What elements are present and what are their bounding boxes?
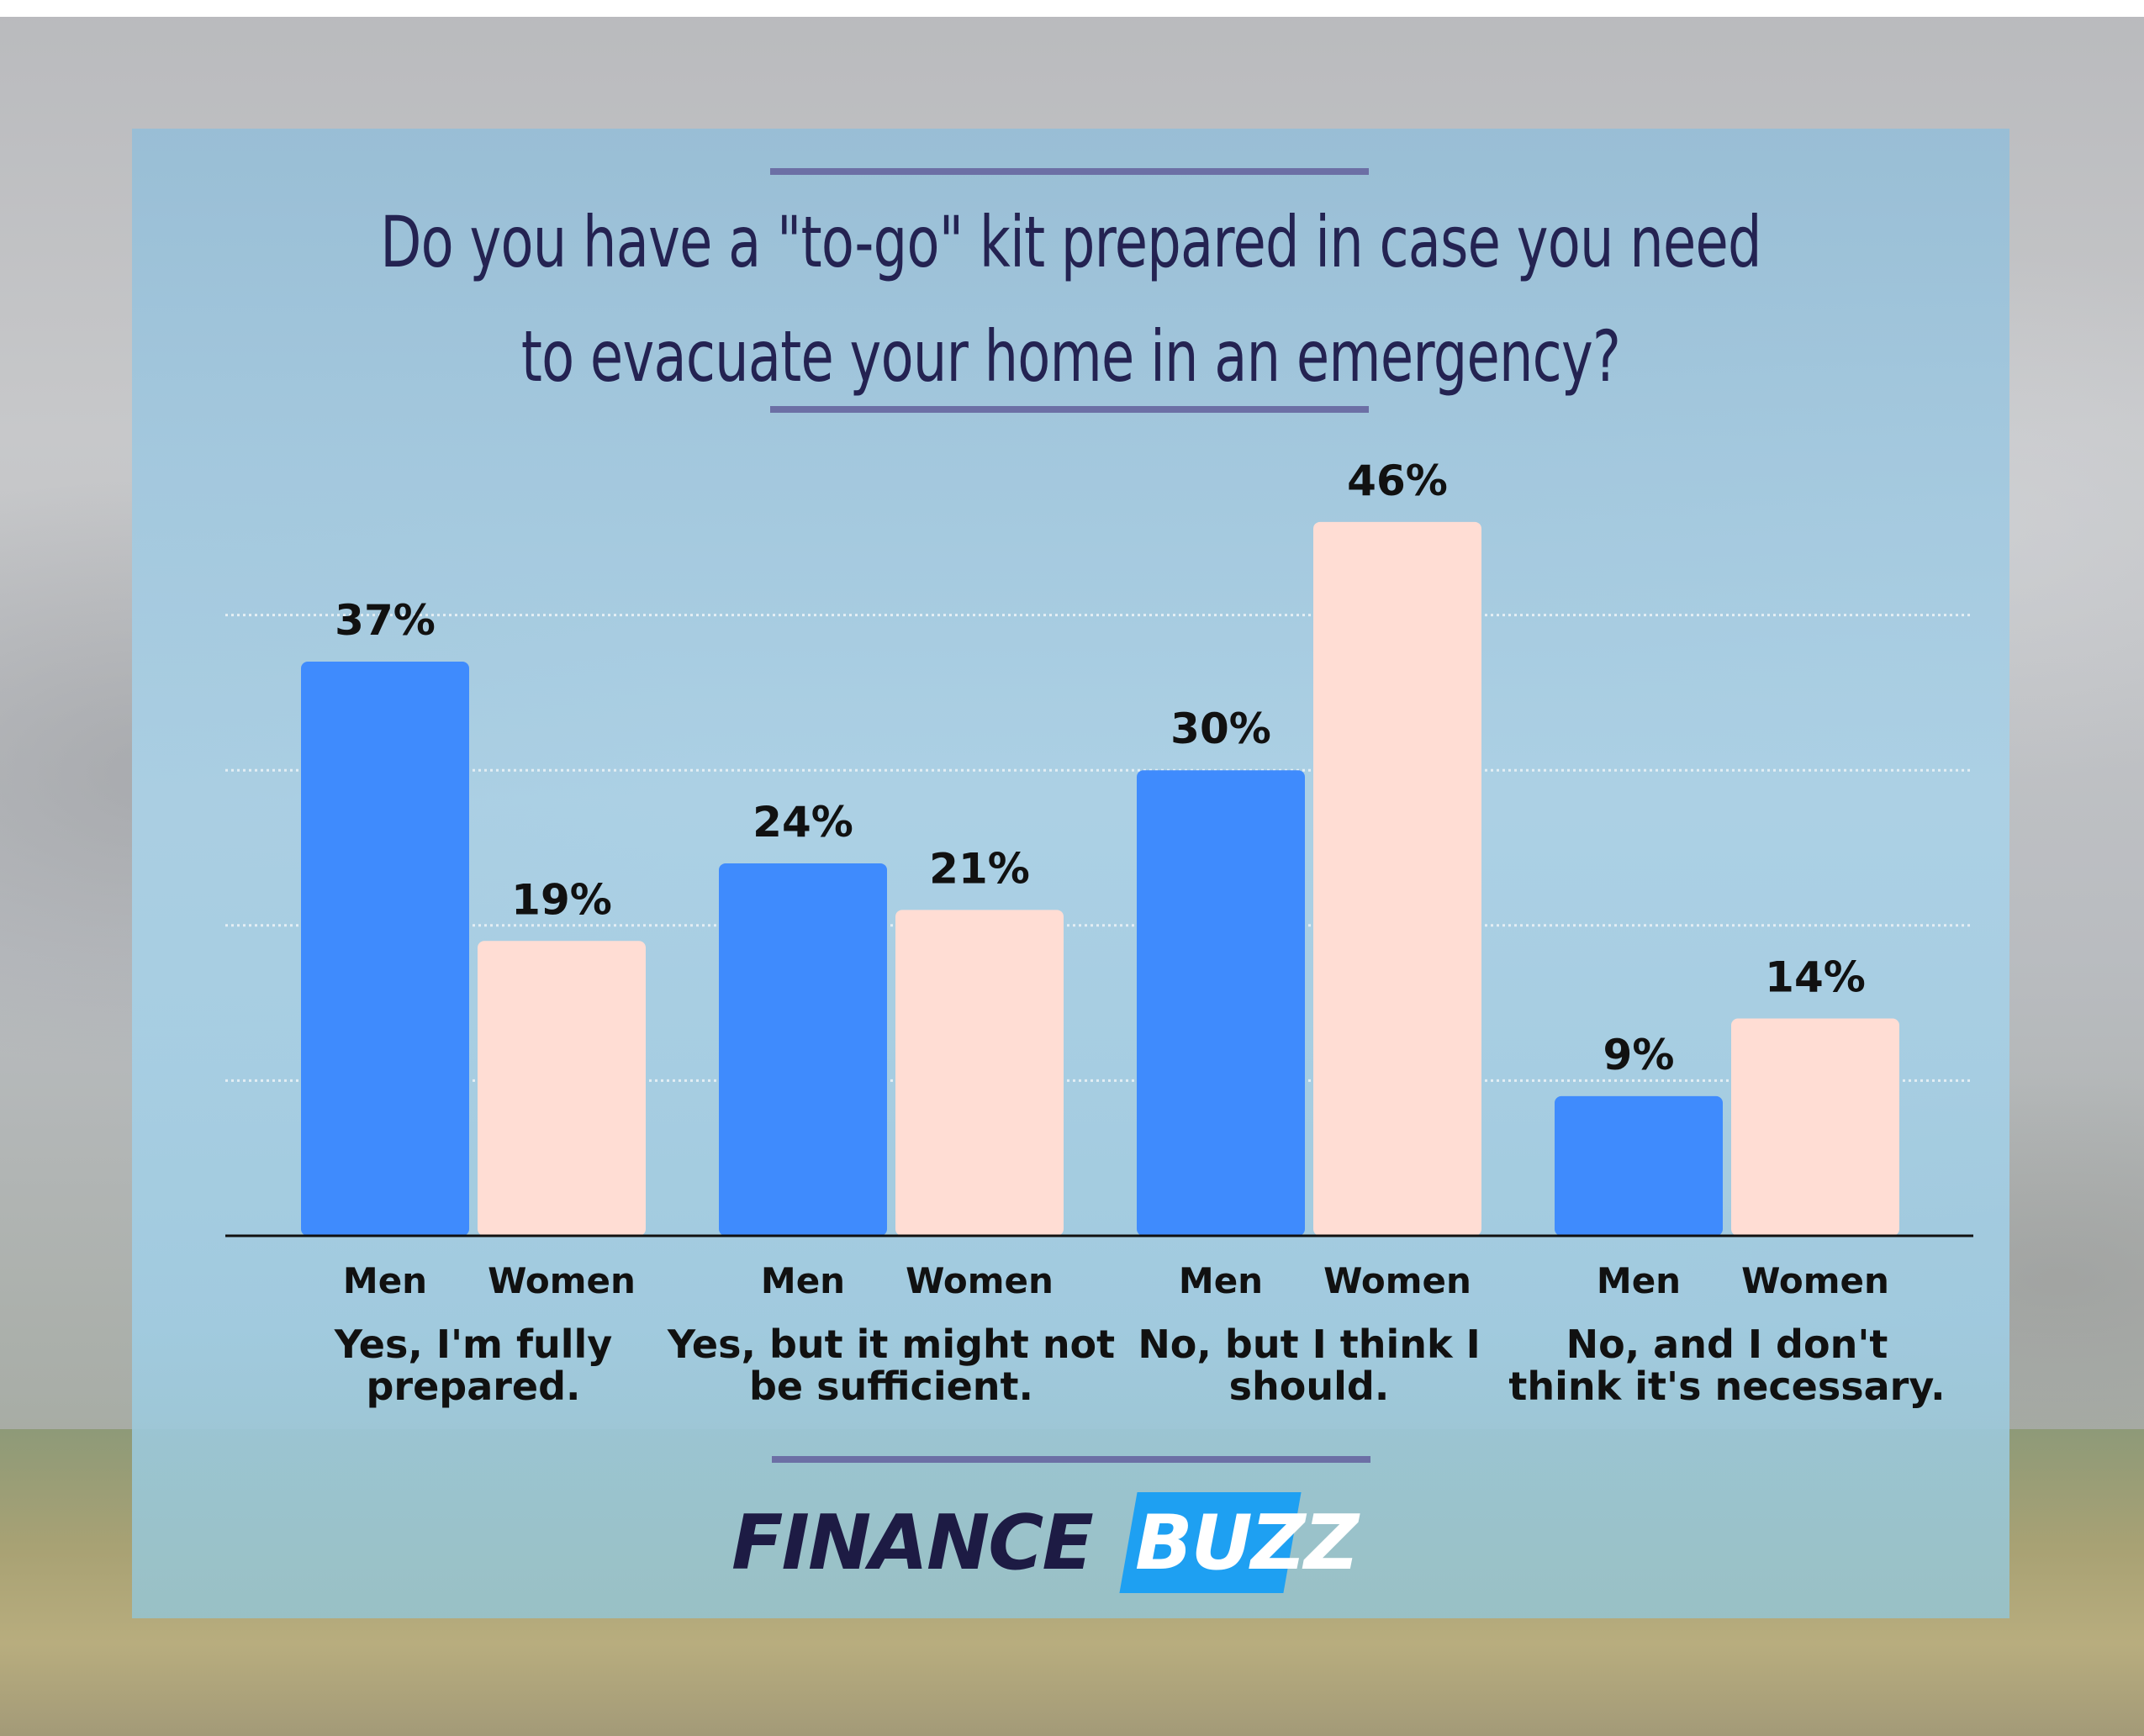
category-label: prepared. [366,1364,580,1409]
data-label: 46% [1347,456,1448,505]
bar-women [1313,521,1481,1236]
logo-buzz-text: BUZZ [1135,1499,1359,1587]
series-label-women: Women [906,1260,1054,1301]
logo-finance-text: FINANCE [731,1499,1094,1587]
bar-women [478,941,646,1236]
chart-title: Do you have a "to-go" kit prepared in ca… [380,201,1761,398]
data-label: 37% [335,596,436,645]
category-label: Yes, I'm fully [334,1322,613,1367]
category-label: Yes, but it might not [667,1322,1115,1367]
category-label: should. [1229,1364,1390,1409]
category-label: No, but I think I [1138,1322,1480,1367]
series-label-men: Men [761,1260,845,1301]
category-label: think it's necessary. [1508,1364,1945,1409]
bar-men [719,863,887,1236]
title-top-rule [770,168,1369,175]
data-label: 19% [511,875,612,924]
data-label: 9% [1603,1031,1675,1079]
series-label-women: Women [488,1260,636,1301]
series-label-women: Women [1741,1260,1889,1301]
top-white-strip [0,0,2144,17]
bar-men [301,661,469,1236]
bar-women [1731,1018,1899,1236]
category-label: No, and I don't [1566,1322,1888,1367]
data-label: 30% [1170,704,1271,753]
logo-top-rule [772,1456,1370,1463]
bar-women [895,910,1064,1236]
category-label: be sufficient. [749,1364,1033,1409]
series-label-men: Men [1179,1260,1263,1301]
data-label: 14% [1765,953,1866,1002]
series-label-women: Women [1323,1260,1471,1301]
series-label-men: Men [343,1260,427,1301]
bar-men [1137,770,1305,1236]
data-label: 21% [929,844,1030,893]
bar-men [1555,1095,1723,1236]
data-label: 24% [753,798,853,847]
series-label-men: Men [1597,1260,1681,1301]
title-bottom-rule [770,406,1369,413]
